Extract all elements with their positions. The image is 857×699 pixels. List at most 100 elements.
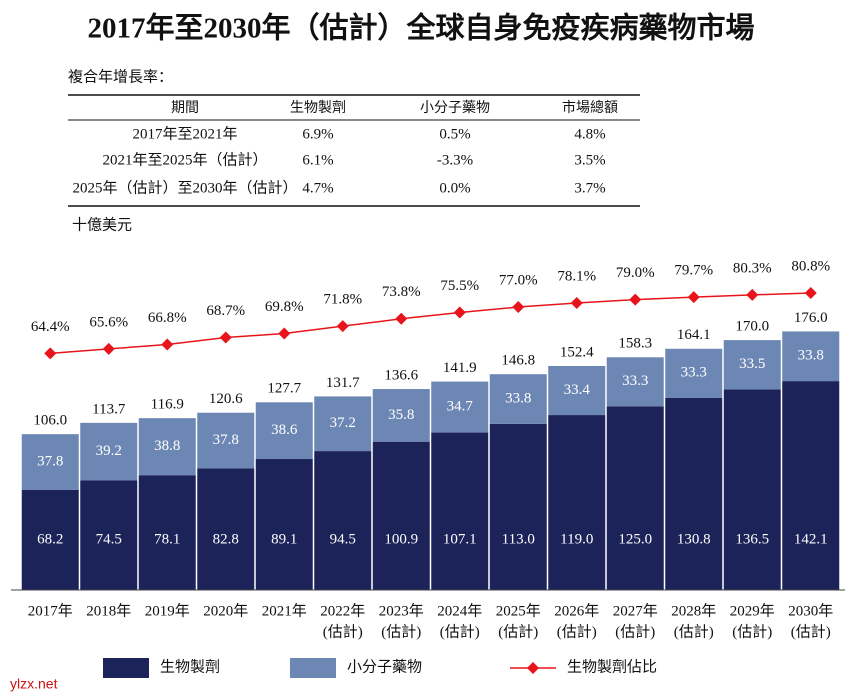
bar-segment (255, 459, 313, 590)
legend-label: 小分子藥物 (347, 658, 422, 675)
total-label: 120.6 (209, 391, 243, 407)
table-cell: 3.7% (574, 180, 605, 196)
table: 期間 生物製劑 小分子藥物 市場總額 2017年至2021年 6.9% 0.5% 4.8% 20… (72, 99, 618, 196)
share-marker (395, 312, 408, 325)
legend-swatch (290, 658, 336, 678)
bar-segment (314, 451, 372, 590)
table-cell: 6.9% (302, 126, 333, 142)
x-tick-sublabel: (估計) (381, 623, 421, 640)
x-tick-sublabel: (估計) (440, 623, 480, 640)
x-tick-label: 2017年 (28, 602, 73, 619)
total-label: 170.0 (735, 319, 769, 335)
value-label: 100.9 (384, 531, 418, 547)
legend-marker (527, 662, 539, 674)
legend-label: 生物製劑佔比 (567, 658, 657, 675)
bar-segment (372, 389, 430, 442)
value-label: 37.8 (213, 432, 239, 448)
watermark: ylzx.net (10, 676, 58, 692)
share-marker (278, 327, 291, 340)
bar-segment (606, 357, 664, 407)
share-marker (804, 287, 817, 300)
share-label: 80.8% (791, 258, 830, 274)
bar-segment (431, 432, 489, 590)
table-cell: 4.8% (574, 126, 605, 142)
share-label: 68.7% (206, 303, 245, 319)
x-tick-sublabel: (估計) (615, 623, 655, 640)
x-tick-sublabel: (估計) (791, 623, 831, 640)
bar-segment (80, 422, 138, 481)
share-marker (570, 296, 583, 309)
table-cell: 3.5% (574, 152, 605, 168)
share-label: 69.8% (265, 299, 304, 315)
share-label: 64.4% (31, 319, 70, 335)
share-marker (629, 293, 642, 306)
value-label: 33.8 (505, 390, 531, 406)
bar-segment (255, 402, 313, 460)
value-label: 125.0 (618, 531, 652, 547)
bar-segment (372, 441, 430, 590)
share-marker (746, 288, 759, 301)
table-cell: 2021年至2025年（估計） (102, 151, 267, 168)
table-cell: 0.0% (439, 180, 470, 196)
value-label: 113.0 (502, 531, 535, 547)
value-label: 38.8 (154, 438, 180, 454)
table-cell: 0.5% (439, 126, 470, 142)
x-tick-label: 2029年 (730, 602, 775, 619)
x-tick-sublabel: (估計) (557, 623, 597, 640)
value-label: 33.8 (798, 348, 824, 364)
bar-segment (489, 374, 547, 424)
bar-segment (138, 418, 196, 476)
share-label: 66.8% (148, 310, 187, 326)
bar-segment (665, 397, 723, 590)
x-tick-sublabel: (估計) (498, 623, 538, 640)
x-tick-label: 2027年 (613, 602, 658, 619)
total-label: 152.4 (560, 344, 594, 360)
share-label: 73.8% (382, 284, 421, 300)
table-header: 市場總額 (562, 99, 618, 116)
share-marker (44, 347, 57, 360)
bar-segment (548, 365, 606, 416)
value-label: 94.5 (330, 531, 356, 547)
value-label: 119.0 (560, 531, 593, 547)
unit-label: 十億美元 (72, 216, 132, 233)
share-marker (453, 306, 466, 319)
table-caption: 複合年增長率： (68, 68, 173, 85)
share-label: 80.3% (733, 260, 772, 276)
table-header: 期間 (171, 100, 199, 116)
total-label: 136.6 (384, 367, 418, 383)
bar-segment (723, 389, 781, 590)
bar-segment (197, 412, 255, 469)
bar-segment (782, 331, 840, 382)
x-tick-label: 2026年 (554, 602, 599, 619)
share-label: 77.0% (499, 272, 538, 288)
bar-segment (80, 480, 138, 590)
bar-segment (197, 468, 255, 590)
share-marker (687, 291, 700, 304)
x-tick-sublabel: (估計) (674, 623, 714, 640)
bar-segment (548, 415, 606, 590)
value-label: 136.5 (735, 531, 769, 547)
bar-segment (489, 423, 547, 590)
legend-swatch (103, 658, 149, 678)
legend-label: 生物製劑 (160, 658, 220, 675)
share-marker (512, 301, 525, 314)
bar-segment (782, 381, 840, 590)
x-tick-sublabel: (估計) (732, 623, 772, 640)
share-marker (219, 331, 232, 344)
table-cell: 2025年（估計）至2030年（估計） (72, 179, 297, 196)
table-cell: 6.1% (302, 152, 333, 168)
bar-segment (723, 340, 781, 390)
x-tick-sublabel: (估計) (323, 623, 363, 640)
share-line (50, 292, 811, 355)
bar-segment (21, 434, 79, 490)
value-label: 33.3 (681, 365, 707, 381)
value-label: 107.1 (443, 531, 477, 547)
x-tick-label: 2018年 (86, 602, 131, 619)
x-tick-label: 2022年 (320, 602, 365, 619)
value-label: 82.8 (213, 531, 239, 547)
value-label: 39.2 (96, 443, 122, 459)
total-label: 113.7 (92, 401, 126, 417)
value-label: 142.1 (794, 531, 828, 547)
chart: 68.2 37.8 106.0 2017年 74.5 39.2 113.7 2018年 78.1… (11, 258, 845, 678)
value-label: 130.8 (677, 531, 711, 547)
